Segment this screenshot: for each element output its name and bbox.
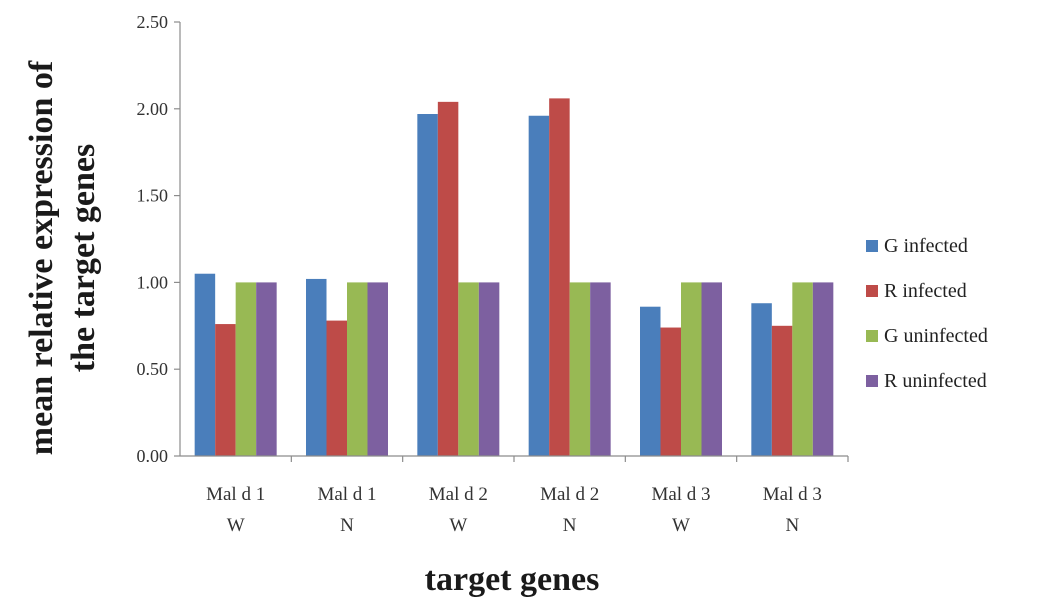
x-axis-title: target genes	[425, 561, 600, 598]
bar-g-infected-0	[194, 273, 216, 456]
x-category-label: W	[449, 515, 467, 536]
legend: G infected R infected G uninfected R uninfe…	[866, 235, 988, 392]
legend-label: R uninfected	[884, 370, 987, 392]
bar-g-uninfected-4	[681, 282, 702, 456]
y-axis-title-line: mean relative expression of	[23, 60, 60, 455]
x-category-label: Mal d 3	[651, 484, 710, 505]
bar-r-infected-4	[660, 327, 681, 456]
x-axis-category-labels: Mal d 1 W Mal d 1 N Mal d 2 W Mal d 2 N Mal d 3 W…	[206, 456, 849, 536]
legend-label: G uninfected	[884, 325, 988, 347]
x-category-label: W	[672, 515, 690, 536]
bar-r-uninfected-3	[590, 282, 611, 456]
y-tick-label: 0.50	[137, 359, 169, 379]
bar-r-uninfected-2	[478, 282, 500, 456]
legend-swatch	[866, 375, 878, 387]
bar-r-infected-3	[549, 98, 570, 456]
x-category-label: W	[227, 515, 245, 536]
bar-g-uninfected-3	[569, 282, 591, 456]
bar-g-infected-5	[751, 303, 772, 456]
x-category-label: N	[340, 515, 354, 536]
y-axis-title: mean relative expression of the target ge…	[23, 60, 102, 455]
x-category-label: Mal d 3	[763, 484, 822, 505]
bar-g-uninfected-5	[792, 282, 813, 456]
bar-g-infected-4	[640, 306, 661, 456]
bar-r-infected-1	[326, 320, 347, 456]
legend-label: G infected	[884, 235, 968, 257]
bar-r-infected-2	[437, 101, 459, 456]
legend-label: R infected	[884, 280, 967, 302]
x-category-label: N	[785, 515, 799, 536]
x-category-label: Mal d 2	[429, 484, 488, 505]
y-tick-label: 0.00	[137, 446, 169, 466]
y-tick-label: 2.00	[137, 99, 169, 119]
bar-g-uninfected-0	[235, 282, 257, 456]
legend-swatch	[866, 240, 878, 252]
x-category-label: N	[563, 515, 577, 536]
legend-swatch	[866, 285, 878, 297]
y-tick-label: 1.00	[137, 272, 169, 292]
axes	[179, 22, 848, 457]
bar-g-uninfected-2	[458, 282, 479, 456]
bar-r-uninfected-4	[701, 282, 722, 456]
bar-g-infected-1	[306, 278, 327, 456]
bar-r-uninfected-1	[367, 282, 388, 456]
bar-r-uninfected-5	[812, 282, 834, 456]
y-tick-label: 2.50	[137, 12, 169, 32]
x-category-label: Mal d 1	[317, 484, 376, 505]
bar-g-infected-3	[528, 115, 550, 456]
bar-r-uninfected-0	[256, 282, 277, 456]
bars-group	[194, 98, 834, 457]
x-category-label: Mal d 2	[540, 484, 599, 505]
legend-swatch	[866, 330, 878, 342]
x-category-label: Mal d 1	[206, 484, 265, 505]
bar-g-infected-2	[417, 114, 438, 457]
y-axis-ticks: 0.00 0.50 1.00 1.50 2.00 2.50	[137, 12, 180, 466]
bar-g-uninfected-1	[347, 282, 368, 456]
y-axis-title-line: the target genes	[65, 144, 102, 372]
bar-r-infected-0	[215, 324, 236, 456]
y-tick-label: 1.50	[137, 186, 169, 206]
bar-r-infected-5	[771, 325, 793, 456]
